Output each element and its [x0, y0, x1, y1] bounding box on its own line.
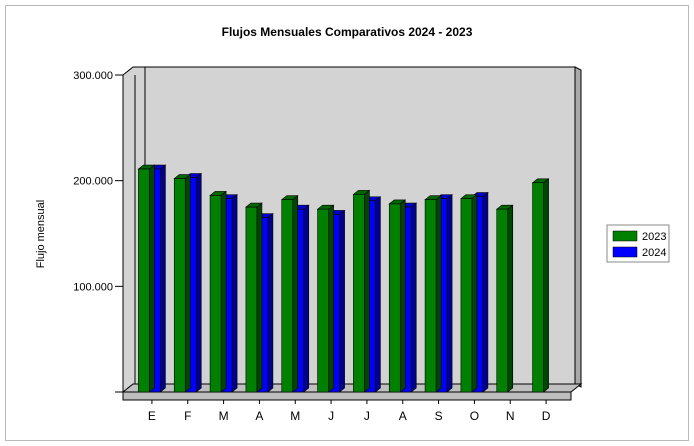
bar-side — [195, 172, 202, 393]
bar-side — [303, 204, 310, 393]
bar-2023-A — [388, 199, 407, 393]
bar-side — [410, 202, 417, 393]
bar-side — [482, 191, 489, 393]
x-tick-label: A — [399, 409, 407, 423]
x-tick-label: D — [542, 409, 551, 423]
bar-2023-A — [245, 202, 263, 393]
bar-side — [160, 164, 166, 393]
bar-side — [446, 194, 453, 393]
bar-front — [532, 182, 544, 393]
x-tick-label: M — [219, 409, 229, 423]
y-tick-label: 100.000 — [73, 281, 113, 293]
bar-2024-M — [220, 194, 238, 393]
bar-2023-F — [173, 173, 192, 393]
y-axis-label: Flujo mensual — [35, 200, 47, 268]
bar-side — [399, 199, 406, 393]
bar-front — [245, 206, 258, 393]
right-wall — [574, 66, 582, 388]
bar-side — [543, 178, 549, 393]
x-tick-label: S — [435, 409, 443, 423]
bar-2023-D — [531, 178, 550, 393]
x-tick-label: M — [290, 409, 300, 423]
x-tick-label: A — [255, 409, 263, 423]
bar-front — [388, 203, 401, 393]
bar-2023-O — [460, 194, 478, 393]
bar-side — [471, 194, 478, 393]
bar-2023-J — [316, 204, 335, 393]
x-tick-label: J — [364, 409, 370, 423]
bar-2023-M — [209, 190, 227, 393]
x-tick-label: E — [148, 409, 156, 423]
x-tick-label: N — [506, 409, 515, 423]
bar-2023-J — [352, 189, 371, 393]
legend-label-2023: 2023 — [642, 231, 666, 243]
bar-2023-E — [137, 164, 156, 393]
bar-2023-S — [424, 195, 442, 393]
x-tick-label: F — [184, 409, 191, 423]
bar-front — [317, 208, 329, 393]
bar-2024-J — [363, 196, 382, 393]
bar-front — [353, 194, 365, 393]
bar-front — [209, 195, 222, 393]
y-tick-label: 200.000 — [73, 176, 113, 188]
bar-side — [292, 195, 299, 393]
bar-side — [220, 190, 227, 393]
bar-2023-M — [280, 195, 299, 393]
bar-side — [375, 196, 381, 393]
bar-side — [267, 213, 274, 393]
bar-side — [435, 195, 442, 393]
bar-side — [339, 209, 345, 393]
bar-front — [424, 199, 437, 393]
bar-marks — [137, 164, 550, 393]
bar-front — [460, 198, 473, 393]
bar-side — [364, 189, 370, 393]
bar-2024-A — [256, 213, 274, 393]
legend-swatch-2024 — [612, 246, 638, 258]
legend-swatch-2023 — [612, 230, 638, 242]
bar-side — [256, 202, 263, 393]
bar-side — [149, 164, 155, 393]
bar-2023-N — [495, 204, 514, 393]
bar-front — [173, 178, 186, 393]
bar-2024-J — [327, 209, 346, 393]
bar-side — [507, 204, 514, 393]
legend: 2023 2024 — [606, 224, 670, 263]
bar-side — [328, 204, 334, 393]
bar-front — [281, 199, 294, 393]
y-tick-label: 300.000 — [73, 70, 113, 82]
chart-title: Flujos Mensuales Comparativos 2024 - 202… — [222, 25, 473, 39]
bar-side — [231, 194, 238, 393]
y-tick-labels: 100.000 200.000 300.000 — [73, 70, 123, 293]
bar-front — [138, 168, 150, 393]
x-tick-label: J — [328, 409, 334, 423]
bar-front — [496, 208, 509, 393]
bar-2024-M — [291, 204, 310, 393]
legend-label-2024: 2024 — [642, 247, 666, 259]
bar-side — [184, 173, 191, 393]
floor-front — [122, 391, 572, 401]
x-tick-label: O — [470, 409, 479, 423]
